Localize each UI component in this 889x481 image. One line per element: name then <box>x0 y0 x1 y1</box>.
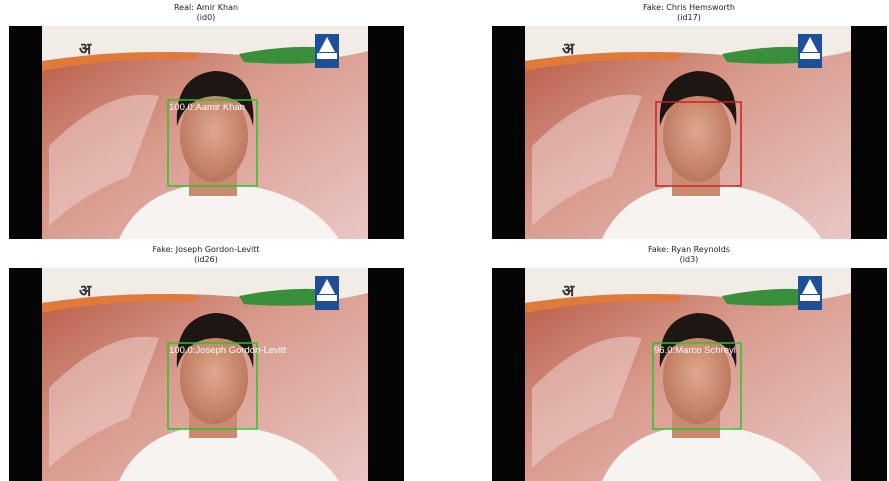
face-label: 96.0:Marco Schreyl <box>654 345 736 356</box>
photo <box>9 268 404 481</box>
panel-image: 100.0:Aamir Khan <box>9 26 404 239</box>
panel-title: Fake: Ryan Reynolds <box>648 245 730 254</box>
panel-title: Real: Amir Khan <box>174 3 238 12</box>
photo <box>9 26 404 239</box>
panel-subtitle: (id26) <box>194 255 218 264</box>
figure: अ Real: Amir Khan(id0)100.0:Aamir KhanFa… <box>0 0 889 481</box>
panel-title: Fake: Joseph Gordon-Levitt <box>153 245 260 254</box>
photo <box>492 26 887 239</box>
panel-subtitle: (id17) <box>677 13 701 22</box>
panel-subtitle: (id3) <box>680 255 699 264</box>
face-label: 100.0:Joseph Gordon-Levitt <box>169 345 287 356</box>
panel-image: 100.0:Joseph Gordon-Levitt <box>9 268 404 481</box>
panel-image <box>492 26 887 239</box>
photo <box>492 268 887 481</box>
face-label: 100.0:Aamir Khan <box>169 102 245 113</box>
panel-title: Fake: Chris Hemsworth <box>643 3 735 12</box>
panel-image: 96.0:Marco Schreyl <box>492 268 887 481</box>
panel-subtitle: (id0) <box>197 13 216 22</box>
